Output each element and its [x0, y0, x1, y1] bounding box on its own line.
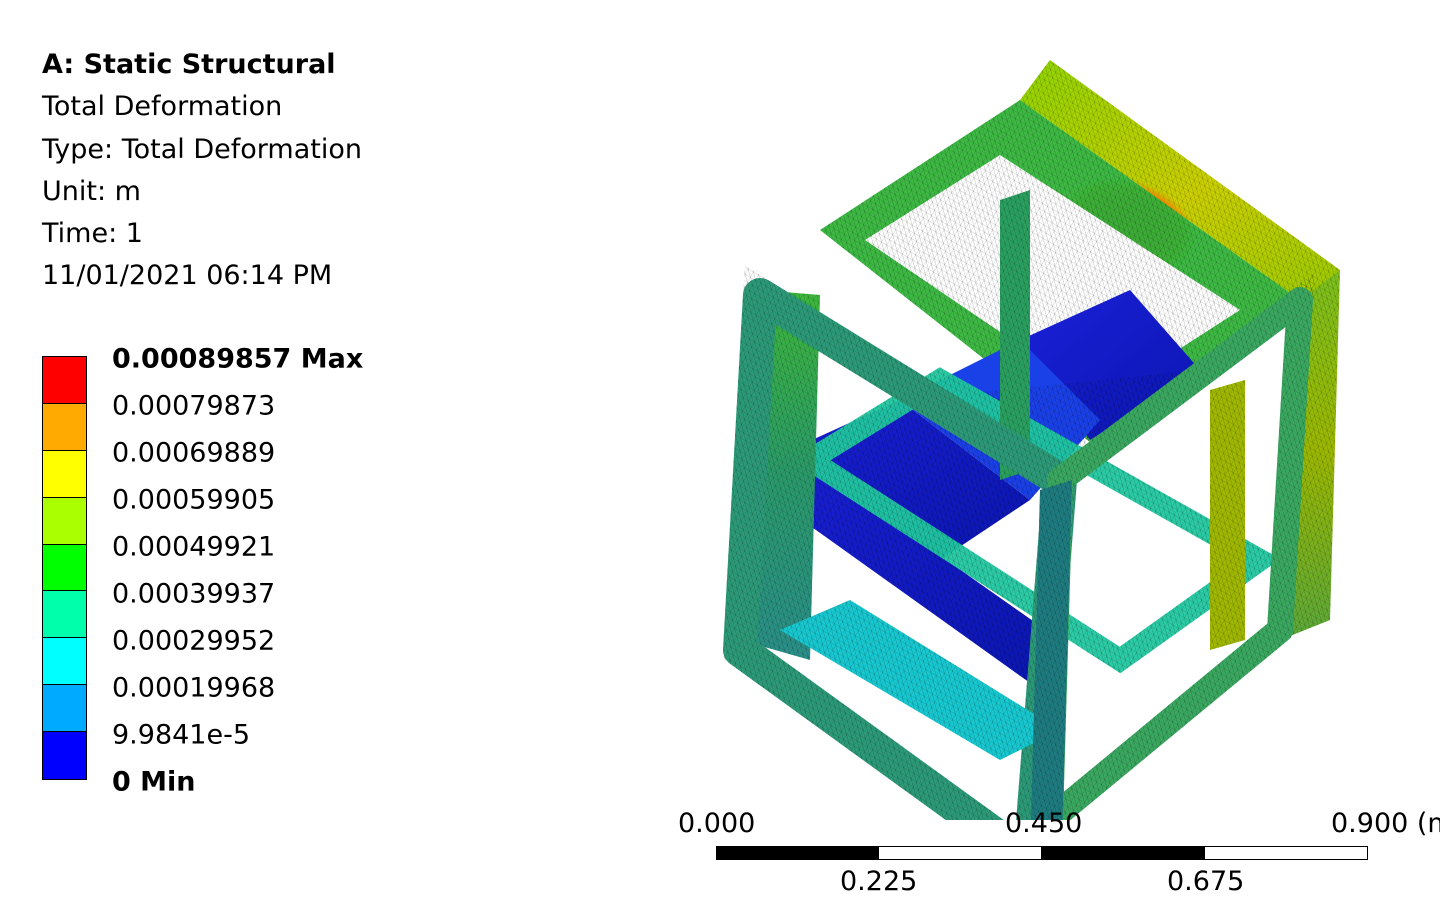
- scale-label: 0.225: [840, 866, 918, 897]
- frame-front-face: [722, 265, 1315, 820]
- result-date: 11/01/2021 06:14 PM: [42, 260, 333, 292]
- legend-color-bar: [42, 356, 87, 781]
- legend-swatch: [43, 685, 86, 733]
- legend-swatch: [43, 638, 86, 686]
- legend-swatch: [43, 357, 86, 404]
- legend-swatch: [43, 450, 86, 498]
- result-name: Total Deformation: [42, 91, 283, 123]
- result-info-panel: A: Static Structural Total Deformation T…: [42, 44, 362, 298]
- legend-label: 9.9841e-5: [112, 719, 251, 751]
- legend-swatch: [43, 544, 86, 592]
- legend-swatch: [43, 403, 86, 451]
- legend-label: 0.00069889: [112, 437, 276, 469]
- result-type: Type: Total Deformation: [42, 133, 362, 165]
- legend-min-label: 0 Min: [112, 766, 196, 798]
- result-unit: Unit: m: [42, 175, 141, 207]
- legend-swatch: [43, 732, 86, 780]
- scale-segment: [878, 846, 1042, 860]
- result-time: Time: 1: [42, 218, 143, 250]
- deformation-model-view[interactable]: [700, 40, 1400, 820]
- legend-label: 0.00059905: [112, 484, 276, 516]
- legend-swatch: [43, 591, 86, 639]
- scale-label: 0.675: [1167, 866, 1245, 897]
- analysis-title: A: Static Structural: [42, 49, 336, 80]
- frame-back-posts: [1000, 190, 1245, 650]
- legend-label: 0.00029952: [112, 625, 276, 657]
- scale-segment: [716, 846, 879, 860]
- legend-max-label: 0.00089857 Max: [112, 343, 364, 375]
- legend-label: 0.00079873: [112, 390, 276, 422]
- scale-segment: [1041, 846, 1205, 860]
- frame-middle-ring: [789, 367, 1281, 674]
- legend-label: 0.00039937: [112, 578, 276, 610]
- scale-segment: [1204, 846, 1368, 860]
- legend-label: 0.00019968: [112, 672, 276, 704]
- legend-swatch: [43, 497, 86, 545]
- legend-label: 0.00049921: [112, 531, 276, 563]
